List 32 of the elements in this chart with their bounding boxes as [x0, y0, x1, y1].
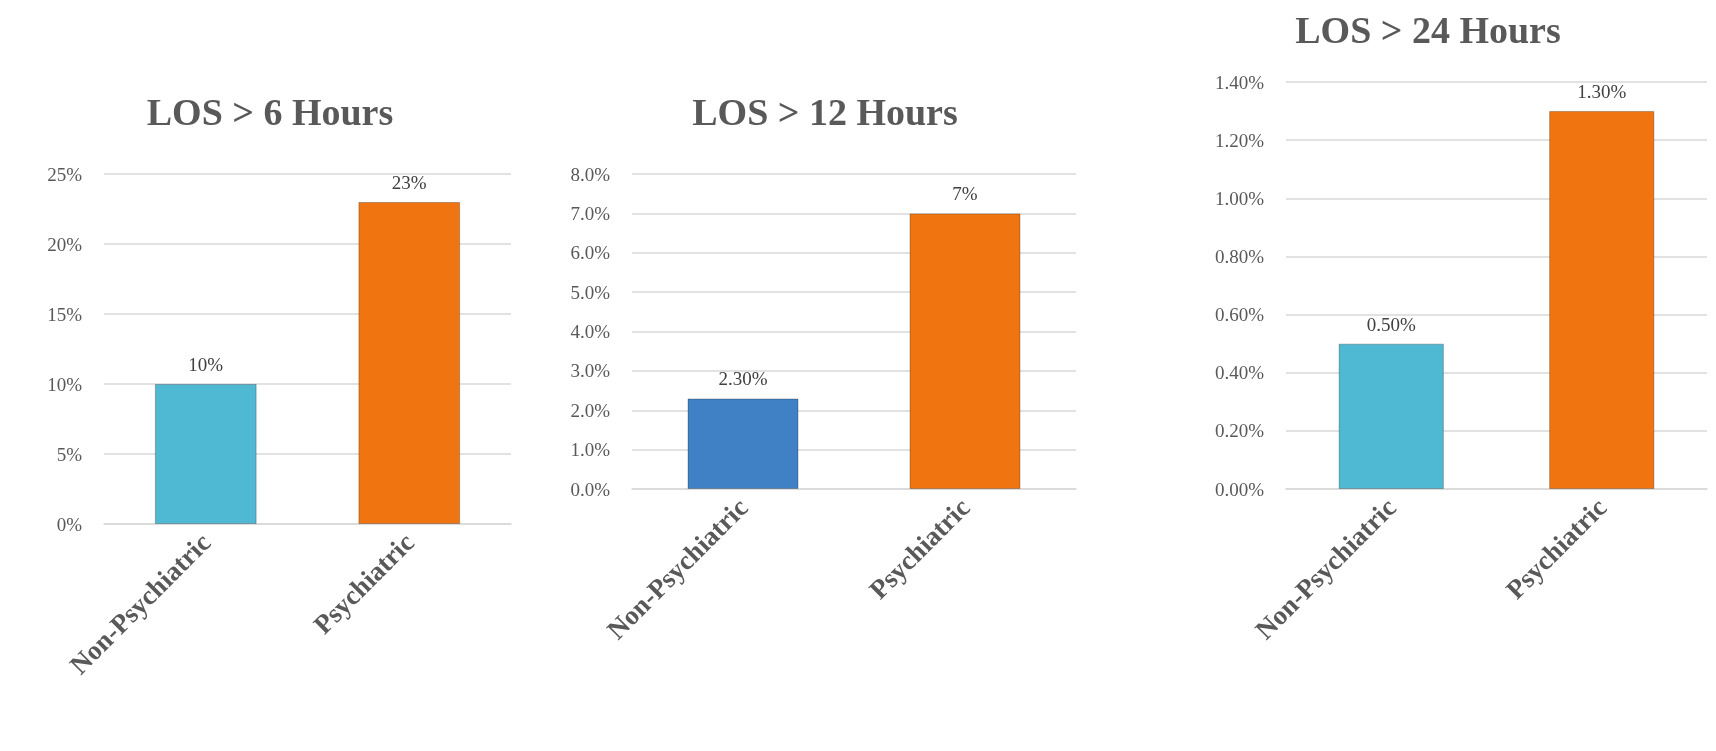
- y-tick-label: 5%: [56, 443, 83, 465]
- chart-title: LOS > 6 Hours: [146, 91, 394, 133]
- data-label: 10%: [188, 354, 224, 375]
- y-tick-label: 0.60%: [1214, 304, 1265, 326]
- data-label: 1.30%: [1577, 81, 1627, 103]
- chart-title: LOS > 12 Hours: [692, 91, 958, 133]
- y-tick-label: 6.0%: [570, 242, 611, 264]
- y-tick-label: 0.80%: [1214, 245, 1265, 267]
- y-tick-label: 0.40%: [1214, 362, 1265, 384]
- y-tick-label: 10%: [47, 373, 83, 395]
- y-tick-label: 1.0%: [570, 439, 611, 461]
- y-tick-label: 15%: [47, 303, 83, 325]
- y-tick-label: 0.0%: [570, 478, 611, 500]
- y-tick-label: 0%: [56, 513, 83, 535]
- y-tick-label: 1.20%: [1214, 129, 1265, 151]
- data-label: 2.30%: [718, 368, 768, 390]
- y-tick-label: 0.00%: [1214, 478, 1265, 500]
- y-tick-label: 25%: [47, 163, 83, 185]
- y-tick-label: 5.0%: [570, 281, 611, 303]
- data-label: 23%: [391, 172, 427, 193]
- y-tick-label: 8.0%: [570, 163, 611, 185]
- chart-title: LOS > 24 Hours: [1295, 9, 1561, 51]
- y-tick-label: 7.0%: [570, 202, 611, 224]
- y-tick-label: 1.00%: [1214, 187, 1265, 209]
- y-tick-label: 2.0%: [570, 399, 611, 421]
- data-label: 7%: [952, 183, 978, 205]
- y-tick-label: 3.0%: [570, 360, 611, 382]
- y-tick-label: 1.40%: [1214, 71, 1265, 93]
- y-tick-label: 0.20%: [1214, 420, 1265, 442]
- y-tick-label: 4.0%: [570, 321, 611, 342]
- y-tick-label: 20%: [47, 233, 83, 255]
- data-label: 0.50%: [1366, 313, 1416, 335]
